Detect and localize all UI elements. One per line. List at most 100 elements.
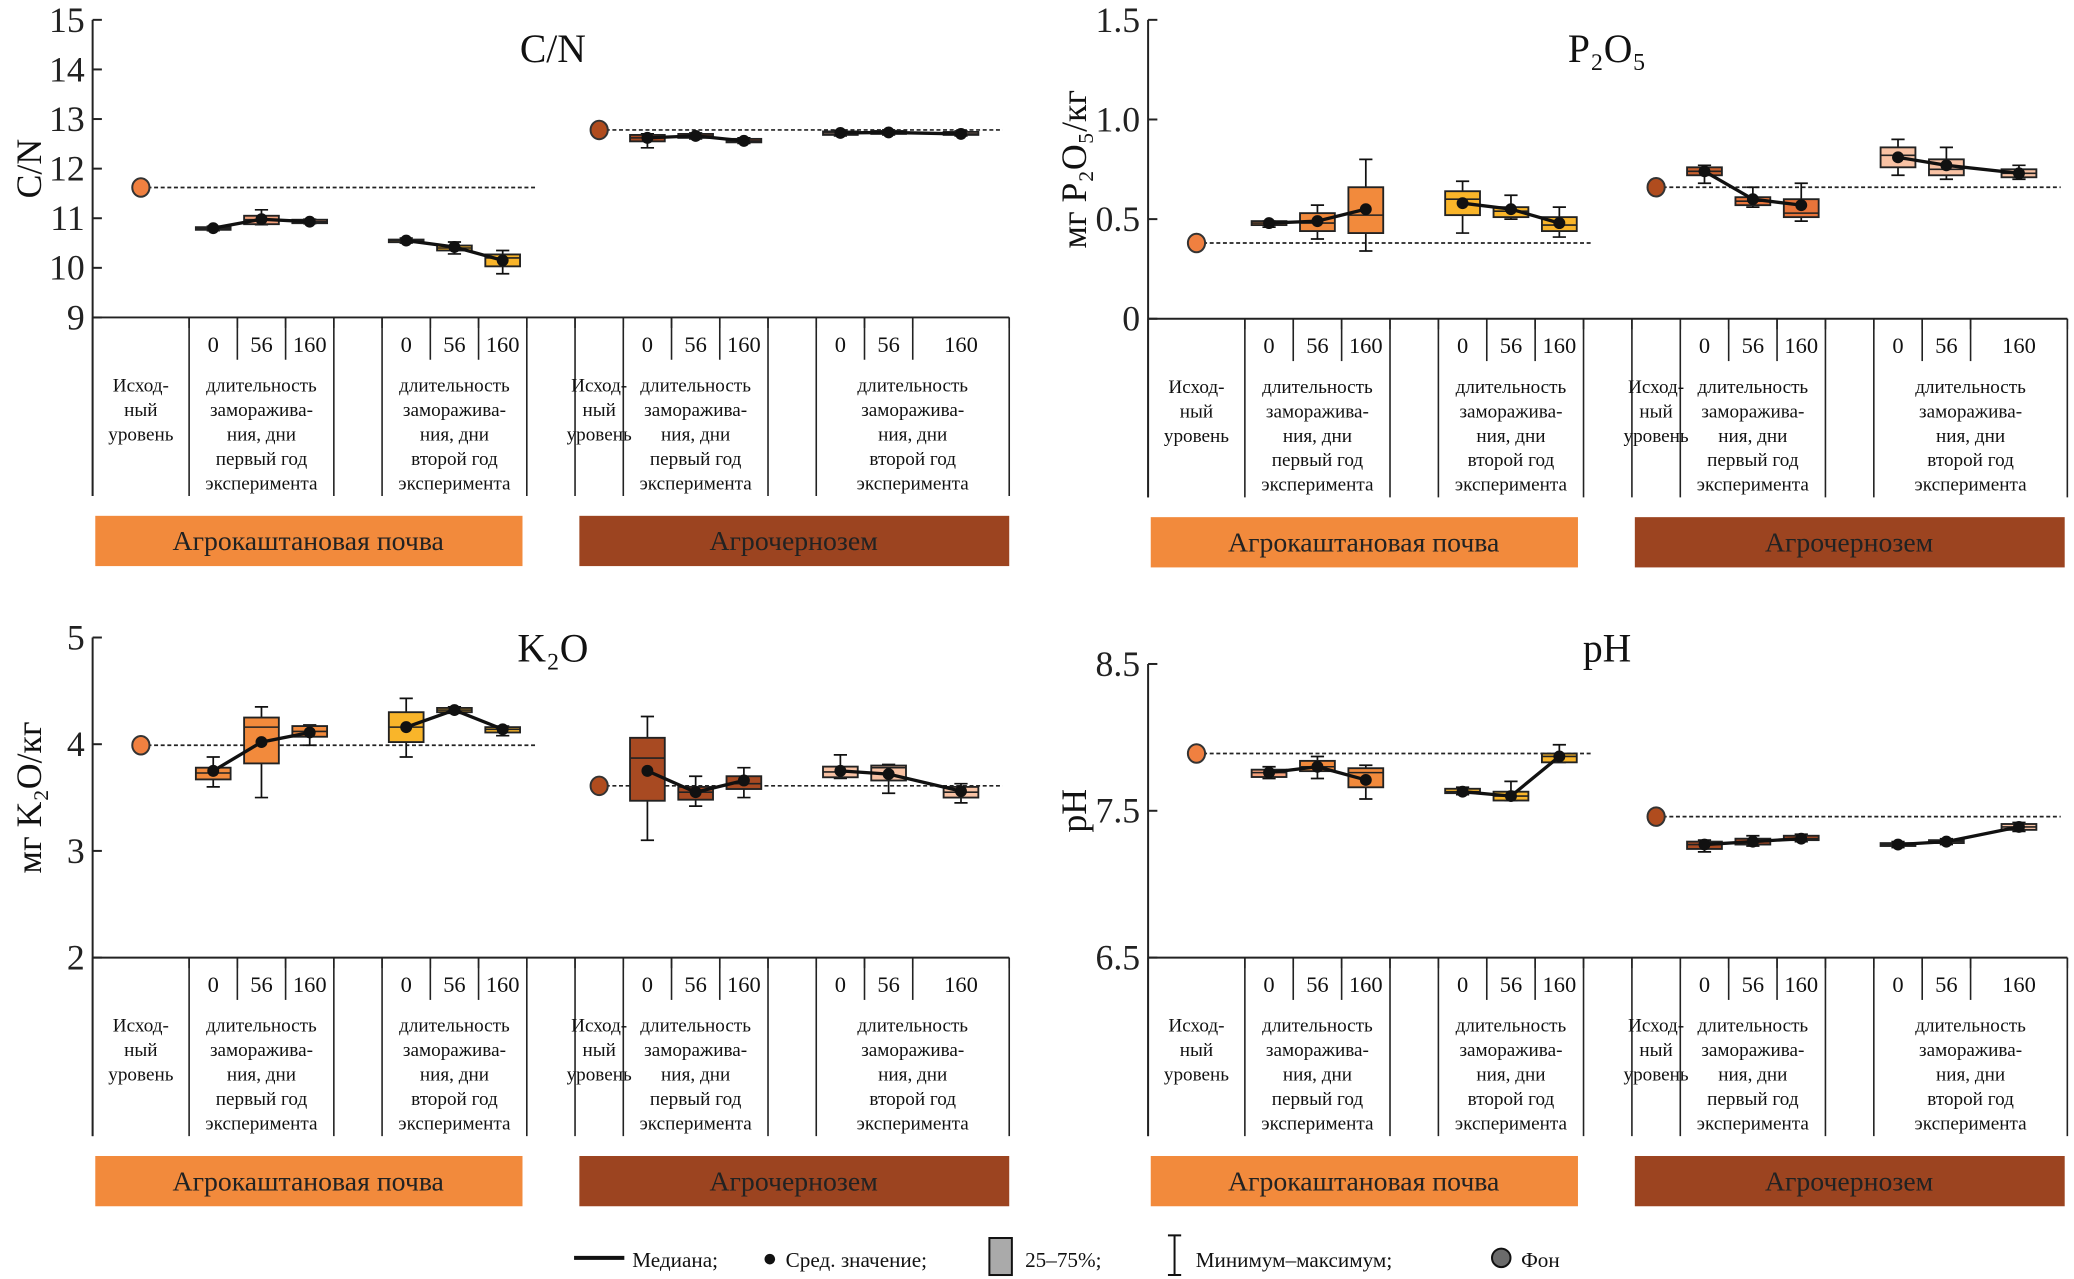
days-label: 56 (443, 972, 465, 997)
y-tick-label: 8.5 (1096, 644, 1141, 684)
mean-point (882, 768, 895, 781)
year2-description: эксперимента (1455, 475, 1568, 496)
mean-point (448, 704, 461, 717)
soil-banner-chern-label: Агрочернозем (710, 526, 878, 557)
mean-point (737, 774, 750, 787)
days-label: 160 (1784, 333, 1818, 358)
soil-banner-kasht (95, 1155, 523, 1207)
soil-banner-chern (579, 515, 1010, 567)
mean-point (1698, 165, 1711, 178)
initial-level-label: уровень (1164, 426, 1229, 447)
mean-point (955, 127, 967, 140)
year2-description: второй год (411, 1089, 498, 1110)
days-label: 0 (642, 972, 653, 997)
mean-point (400, 721, 413, 734)
initial-level-label: Исход- (571, 376, 627, 397)
year1-description: эксперимента (205, 1114, 318, 1135)
year1-description: длительность (206, 1016, 317, 1037)
year2-description: второй год (869, 1089, 956, 1110)
y-tick-label: 15 (49, 0, 85, 40)
y-axis-label: мг K₂O/кг (9, 722, 49, 874)
days-label: 0 (1263, 333, 1274, 358)
year2-description: эксперимента (398, 1114, 511, 1135)
year1-description: длительность (1698, 1016, 1809, 1037)
background-point-kasht (1186, 743, 1207, 764)
mean-point (1892, 838, 1904, 851)
soil-banner-kasht (1150, 1155, 1578, 1207)
legend-whisker-label: Минимум–максимум; (1196, 1248, 1392, 1272)
mean-point (834, 764, 847, 777)
soil-banner-kasht-label: Агрокаштановая почва (1228, 1166, 1499, 1197)
y-tick-label: 1.0 (1096, 99, 1141, 139)
panel-0: 9 10 11 12 13 14 15 C/N C/N 0 56 160 0 56 160 0 56 160 0 56… (9, 0, 1011, 567)
soil-banner-chern (579, 1155, 1010, 1207)
days-label: 160 (1349, 333, 1383, 358)
mean-point (255, 213, 268, 226)
year1-description: длительность (640, 1016, 751, 1037)
days-label: 0 (835, 332, 846, 357)
year1-description: эксперимента (1261, 1114, 1374, 1135)
background-point-kasht (1186, 232, 1207, 254)
mean-point (207, 222, 220, 235)
mean-point (303, 726, 316, 739)
legend-background-circle-icon (1490, 1247, 1512, 1269)
mean-point (400, 234, 413, 247)
year1-description: эксперимента (1697, 475, 1810, 496)
days-label: 56 (684, 332, 706, 357)
initial-level-label: ный (124, 1040, 157, 1061)
initial-level-label: ный (582, 1040, 615, 1061)
year1-description: ния, дни (661, 1065, 730, 1086)
mean-point (689, 786, 702, 799)
days-label: 56 (1935, 972, 1957, 997)
days-label: 160 (944, 332, 978, 357)
year2-description: длительность (1915, 1016, 2026, 1037)
initial-level-label: уровень (1624, 426, 1689, 447)
year2-description: второй год (1468, 1089, 1555, 1110)
year2-description: длительность (857, 376, 968, 397)
mean-point (255, 736, 268, 749)
days-label: 56 (443, 332, 465, 357)
background-point-chern (1646, 806, 1666, 827)
mean-point (641, 764, 654, 777)
panel-1: 0 0.5 1.0 1.5 P₂O₅ мг P₂O₅/кг 0 56 160 0 56 160 0 56 1… (1054, 0, 2069, 568)
initial-level-label: уровень (108, 1065, 173, 1086)
mean-point (1795, 832, 1808, 845)
year1-description: заморажива- (210, 1040, 313, 1061)
year1-description: заморажива- (644, 1040, 747, 1061)
days-label: 56 (1500, 972, 1522, 997)
year2-description: длительность (399, 376, 510, 397)
mean-point (1795, 199, 1808, 212)
year2-description: ния, дни (1936, 426, 2005, 447)
days-label: 0 (208, 972, 219, 997)
days-label: 0 (208, 332, 219, 357)
year1-description: эксперимента (1261, 475, 1374, 496)
y-tick-label: 7.5 (1096, 791, 1141, 831)
soil-banner-kasht-label: Агрокаштановая почва (173, 1166, 444, 1197)
mean-point (1263, 766, 1276, 779)
y-axis-label: мг P₂O₅/кг (1054, 90, 1094, 249)
y-tick-label: 13 (49, 99, 85, 139)
chart-title: K₂O (517, 626, 588, 670)
year2-description: второй год (869, 449, 956, 470)
legend-mean-dot-icon (764, 1253, 776, 1265)
year2-description: второй год (1468, 450, 1555, 471)
year2-description: второй год (1927, 1089, 2014, 1110)
initial-level-label: уровень (567, 1065, 632, 1086)
panel-3: 6.5 7.5 8.5 pH pH 0 56 160 0 56 160 0 56 160 0 56 160 Исх… (1054, 626, 2069, 1207)
year1-description: заморажива- (1701, 401, 1804, 422)
year1-description: длительность (1262, 1016, 1373, 1037)
mean-point (1746, 835, 1759, 848)
days-label: 0 (401, 972, 412, 997)
year2-description: эксперимента (398, 473, 511, 494)
year1-description: заморажива- (1701, 1040, 1804, 1061)
days-label: 0 (1892, 333, 1903, 358)
legend-mean-label: Сред. значение; (786, 1248, 927, 1272)
days-label: 0 (1892, 972, 1903, 997)
year2-description: длительность (857, 1016, 968, 1037)
initial-level-label: ный (582, 400, 615, 421)
initial-level-label: ный (1639, 1040, 1672, 1061)
mean-point (1311, 215, 1324, 228)
background-point-kasht (131, 735, 151, 756)
mean-point (1553, 217, 1566, 230)
mean-point (2013, 167, 2025, 180)
